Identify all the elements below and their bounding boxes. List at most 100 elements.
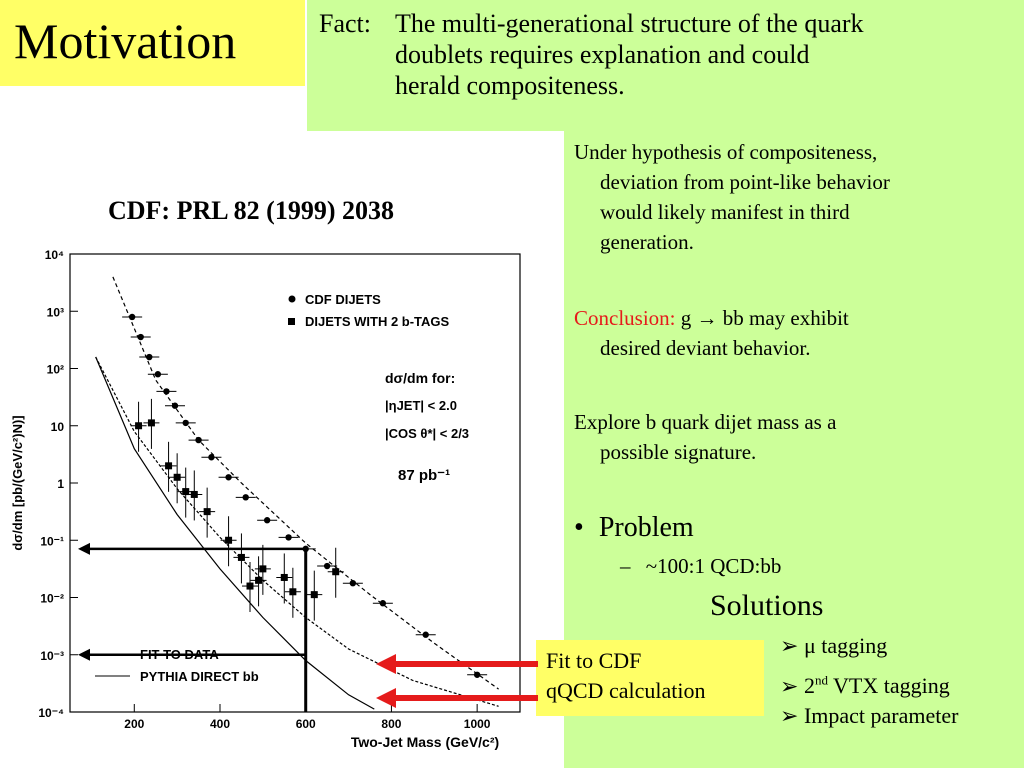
btag-point bbox=[165, 462, 173, 470]
solution-text: Impact parameter bbox=[803, 703, 959, 728]
cdf-dijet-point bbox=[208, 454, 215, 461]
solutions-heading: Solutions bbox=[710, 589, 824, 622]
dijet-mass-chart: 200 400 600 800 1000 10⁴ 10³ 10² 10 1 10⁻¹ 10⁻² 10⁻³… bbox=[10, 248, 521, 750]
problem-label: Problem bbox=[598, 512, 694, 543]
btag-point bbox=[203, 508, 211, 516]
solution-text: 2nd VTX tagging bbox=[803, 673, 950, 699]
callout-arrows bbox=[376, 654, 538, 708]
btag-point bbox=[310, 591, 318, 599]
x-tick-label: 800 bbox=[381, 717, 401, 731]
paragraph-line: Explore b quark dijet mass as a bbox=[574, 410, 837, 434]
red-arrowhead-icon bbox=[376, 654, 396, 674]
y-axis-label: dσ/dm [pb/(GeV/c²)N)] bbox=[10, 415, 25, 550]
conclusion-paragraph: Conclusion: g → bb may exhibit desired d… bbox=[574, 303, 1014, 363]
cdf-dijet-point bbox=[225, 474, 232, 481]
cdf-dijet-point bbox=[137, 333, 144, 341]
cdf-dijet-point bbox=[242, 494, 249, 501]
btag-point bbox=[237, 553, 245, 561]
slide-title: Motivation bbox=[14, 13, 237, 69]
legend-pythia-direct: PYTHIA DIRECT bb bbox=[140, 669, 259, 684]
cdf-dijet-point bbox=[163, 388, 170, 395]
fact-box: Fact: The multi-generational structure o… bbox=[307, 0, 1024, 131]
plot-caption: CDF: PRL 82 (1999) 2038 bbox=[108, 196, 394, 225]
y-tick-label: 10⁴ bbox=[45, 248, 64, 262]
conclusion-line-2: desired deviant behavior. bbox=[600, 336, 811, 360]
red-arrowhead-icon bbox=[376, 688, 396, 708]
x-tick-label: 600 bbox=[296, 717, 316, 731]
arrowhead-bullet-icon: ➢ bbox=[780, 633, 799, 658]
cdf-dijet-point bbox=[379, 600, 387, 607]
compositeness-paragraph: Under hypothesis of compositeness, devia… bbox=[574, 137, 1014, 257]
x-tick-label: 400 bbox=[210, 717, 230, 731]
solution-item: ➢ Impact parameter bbox=[780, 701, 958, 731]
legend-cdf-dijets: CDF DIJETS bbox=[305, 292, 381, 307]
bullet-icon: • bbox=[574, 512, 584, 543]
annotation-title: dσ/dm for: bbox=[385, 370, 455, 386]
btag-point bbox=[255, 576, 263, 584]
pythia-direct-curve bbox=[95, 356, 375, 710]
solution-text: μ tagging bbox=[803, 633, 888, 658]
y-tick-label: 10³ bbox=[47, 305, 64, 319]
legend-btags: DIJETS WITH 2 b-TAGS bbox=[305, 314, 450, 329]
paragraph-line: would likely manifest in third bbox=[600, 200, 850, 224]
paragraph-line: generation. bbox=[600, 230, 694, 254]
cdf-dijet-point bbox=[263, 517, 271, 524]
cdf-dijet-point bbox=[422, 631, 429, 638]
solution-item: ➢ 2nd VTX tagging bbox=[780, 666, 950, 701]
btag-point bbox=[182, 488, 190, 496]
explore-paragraph: Explore b quark dijet mass as a possible… bbox=[574, 407, 1014, 467]
fact-label: Fact: bbox=[319, 9, 371, 38]
btag-point bbox=[147, 419, 155, 427]
btag-point bbox=[190, 490, 198, 498]
cdf-dijet-point bbox=[195, 436, 202, 444]
data-points bbox=[122, 313, 488, 678]
problem-subitem-text: ~100:1 QCD:bb bbox=[645, 554, 782, 578]
arrowhead-bullet-icon: ➢ bbox=[780, 673, 799, 699]
guide-arrows bbox=[78, 542, 308, 712]
x-axis-label: Two-Jet Mass (GeV/c²) bbox=[351, 734, 499, 750]
cdf-dijet-point bbox=[154, 371, 162, 378]
cdf-dijet-point bbox=[473, 671, 481, 678]
btag-point bbox=[289, 588, 297, 596]
title-box: Motivation bbox=[0, 0, 305, 86]
y-tick-label: 10⁻³ bbox=[40, 649, 64, 663]
btag-point bbox=[332, 568, 340, 576]
cdf-dijet-point bbox=[182, 419, 189, 427]
btag-point bbox=[135, 422, 143, 430]
callout-line-1: Fit to CDF bbox=[546, 648, 642, 673]
fit-callout: Fit to CDF qQCD calculation bbox=[536, 640, 764, 716]
annotation-luminosity: 87 pb⁻¹ bbox=[398, 467, 450, 484]
guide-arrowhead-icon bbox=[78, 542, 90, 555]
paragraph-line: deviation from point-like behavior bbox=[600, 170, 890, 194]
solution-item: ➢ μ tagging bbox=[780, 631, 887, 661]
y-tick-label: 10² bbox=[47, 363, 64, 377]
dash-icon: – bbox=[620, 554, 631, 578]
paragraph-line: Under hypothesis of compositeness, bbox=[574, 140, 878, 164]
conclusion-text: g → bb may exhibit bbox=[675, 306, 849, 330]
problem-bullet: • Problem bbox=[574, 511, 694, 545]
y-tick-label: 10⁻⁴ bbox=[38, 706, 64, 720]
btag-point bbox=[246, 582, 254, 590]
conclusion-label: Conclusion: bbox=[574, 306, 676, 330]
legend-fit-to-data: FIT TO DATA bbox=[140, 647, 219, 662]
fact-line-3: herald compositeness. bbox=[395, 71, 625, 100]
x-tick-label: 1000 bbox=[464, 717, 491, 731]
arrowhead-bullet-icon: ➢ bbox=[780, 703, 799, 728]
callout-line-2: qQCD calculation bbox=[546, 678, 706, 703]
problem-subitem: – ~100:1 QCD:bb bbox=[620, 551, 781, 581]
legend-marker-circle bbox=[288, 295, 296, 303]
cdf-dijet-point bbox=[171, 402, 179, 409]
y-tick-label: 1 bbox=[57, 477, 64, 491]
legend-marker-square bbox=[288, 318, 295, 325]
cdf-dijet-point bbox=[323, 562, 331, 570]
annotation-cos-cut: |COS θ*| < 2/3 bbox=[385, 426, 469, 441]
btag-point bbox=[173, 473, 181, 481]
x-tick-label: 200 bbox=[124, 717, 144, 731]
y-tick-label: 10 bbox=[51, 420, 65, 434]
btag-point bbox=[225, 536, 233, 544]
btag-point bbox=[259, 565, 267, 573]
paragraph-line: possible signature. bbox=[600, 440, 757, 464]
fact-line-2: doublets requires explanation and could bbox=[395, 40, 810, 69]
y-tick-label: 10⁻² bbox=[40, 592, 64, 606]
btag-point bbox=[280, 573, 288, 581]
